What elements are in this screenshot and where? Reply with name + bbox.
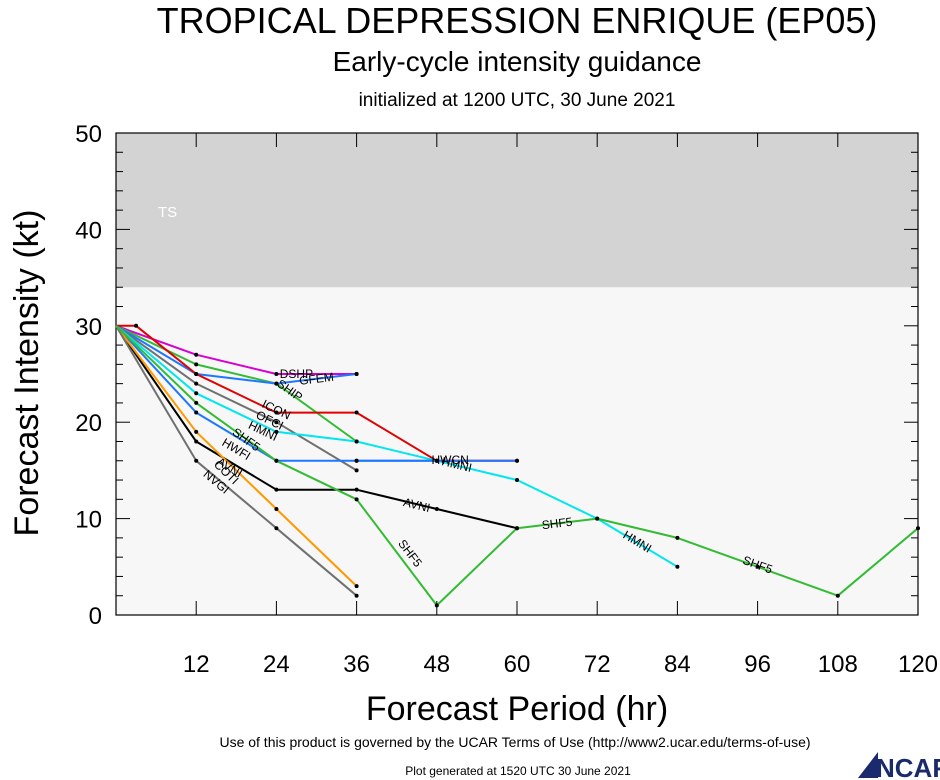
series-point-dshp	[194, 352, 199, 357]
series-line-avni	[115, 325, 518, 530]
x-tick-label: 24	[263, 651, 290, 678]
series-point-icon	[354, 410, 359, 415]
plot-area: TS 0 10 20 30 40 50 12 24 36 48 60 72 84 96 108 120 DSHPG…	[75, 121, 938, 678]
series-line-nvgi	[115, 325, 358, 597]
series-point-ofci	[354, 468, 359, 473]
series-line-coti	[115, 325, 358, 587]
x-axis-title: Forecast Period (hr)	[366, 690, 668, 728]
x-tick-label: 12	[183, 651, 210, 678]
y-tick-label: 30	[75, 314, 102, 341]
series-point-gfem	[274, 381, 279, 386]
x-tick-label: 108	[818, 651, 858, 678]
series-point-hwcn	[434, 458, 439, 463]
series-point-icon	[134, 323, 139, 328]
x-tick-label: 96	[744, 651, 771, 678]
series-point-hmni	[675, 564, 680, 569]
series-point-hwcn	[354, 458, 359, 463]
series-point-shf5	[354, 497, 359, 502]
series-point-avni	[434, 506, 439, 511]
y-tick-label: 10	[75, 507, 102, 534]
series-point-ofci	[194, 381, 199, 386]
series-label-dshp: DSHP	[280, 367, 313, 381]
x-tick-label: 72	[584, 651, 611, 678]
series-point-ship	[194, 362, 199, 367]
series-label-shf5: SHF5	[541, 515, 573, 533]
series-point-avni	[274, 487, 279, 492]
series-point-hmni	[274, 429, 279, 434]
series-point-nvgi	[354, 593, 359, 598]
series-point-avni	[354, 487, 359, 492]
band-ts	[116, 133, 918, 288]
series-point-hmni	[515, 478, 519, 483]
terms-footer: Use of this product is governed by the U…	[219, 734, 810, 750]
series-label-gfem: GFEM	[298, 370, 334, 388]
series-point-shf5	[434, 603, 439, 608]
series-point-shf5	[675, 535, 680, 540]
x-tick-label: 36	[343, 651, 370, 678]
generated-footer: Plot generated at 1520 UTC 30 June 2021	[405, 764, 631, 778]
series-point-icon	[274, 410, 279, 415]
series-point-hmni	[354, 439, 359, 444]
series-point-shf5	[835, 593, 840, 598]
series-line-dshp	[115, 324, 357, 375]
chart-title: TROPICAL DEPRESSION ENRIQUE (EP05)	[157, 0, 878, 41]
series-point-gfem	[354, 372, 359, 376]
chart-subtitle: Early-cycle intensity guidance	[333, 46, 702, 77]
series-point-dshp	[274, 372, 279, 376]
series-label-hwcn: HWCN	[432, 453, 469, 467]
y-tick-label: 0	[89, 603, 102, 630]
y-tick-label: 20	[75, 410, 102, 437]
x-tick-label: 48	[423, 651, 450, 678]
ncar-logo-mark	[858, 752, 878, 778]
ncar-logo-text: NCAR	[876, 753, 940, 780]
series-line-hmni	[115, 325, 678, 568]
series-line-gfem	[115, 324, 357, 385]
series-point-shf5	[194, 400, 199, 405]
y-tick-label: 50	[75, 121, 102, 148]
series-point-nvgi	[194, 458, 199, 463]
series-line-ofci	[115, 324, 358, 472]
series-point-shf5	[595, 516, 600, 521]
x-tick-label: 60	[504, 651, 531, 678]
series-point-nvgi	[274, 526, 279, 531]
init-line: initialized at 1200 UTC, 30 June 2021	[359, 90, 676, 111]
x-tick-label: 84	[664, 651, 691, 678]
series-label-hmni: HMNI	[440, 454, 473, 475]
series-point-shf5	[515, 526, 519, 531]
series-point-coti	[274, 506, 279, 511]
series-label-avni: AVNI	[402, 495, 432, 515]
series-point-icon	[194, 372, 199, 376]
series-point-hwfi	[194, 410, 199, 415]
ncar-logo: NCAR	[858, 752, 940, 780]
series-point-shf5	[916, 526, 920, 531]
x-tick-label: 120	[898, 651, 938, 678]
series-point-hmni	[194, 391, 199, 396]
series-point-avni	[194, 439, 199, 444]
y-tick-label: 40	[75, 217, 102, 244]
series-point-coti	[194, 429, 199, 434]
series-point-shf5	[274, 458, 279, 463]
series-point-coti	[354, 584, 359, 589]
series-point-hwcn	[515, 458, 519, 463]
series-point-ofci	[274, 420, 279, 425]
band-label: TS	[158, 204, 177, 221]
y-axis-title: Forecast Intensity (kt)	[8, 210, 46, 537]
series-point-shf5	[755, 564, 760, 569]
